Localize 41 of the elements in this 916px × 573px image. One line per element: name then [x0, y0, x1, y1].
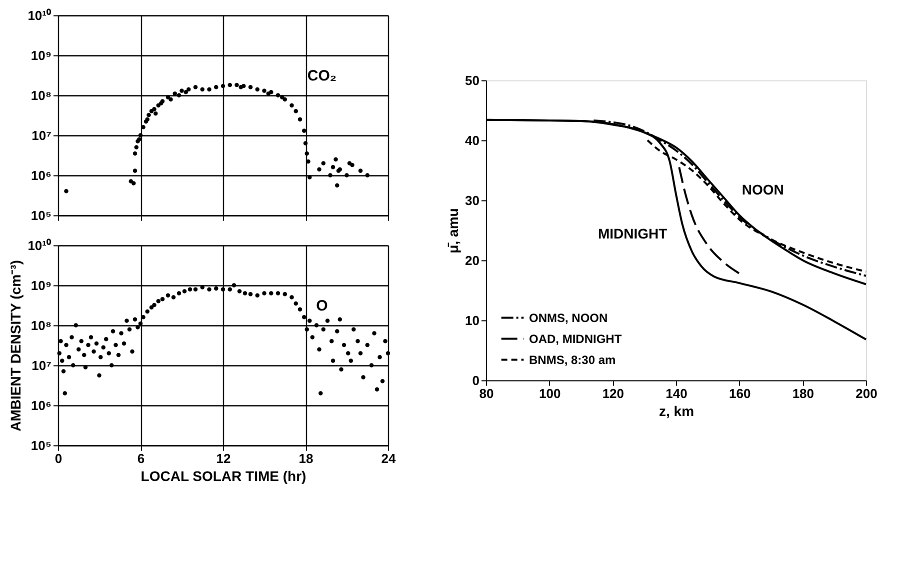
x-tick-label: 18 [298, 450, 314, 466]
x-tick-label: 100 [538, 386, 561, 401]
x-tick-label: 24 [381, 450, 396, 466]
y-tick-label: 10⁶ [31, 168, 52, 183]
y-tick-label: 10 [465, 312, 480, 328]
x-axis-title: LOCAL SOLAR TIME (hr) [140, 468, 306, 484]
x-tick-label: 160 [728, 386, 751, 401]
y-axis-title: AMBIENT DENSITY (cm⁻³) [8, 260, 24, 432]
annotation: O [316, 297, 328, 314]
y-tick-label: 10⁵ [30, 438, 52, 453]
y-tick-label: 10⁷ [32, 128, 52, 143]
legend-label: ONMS, NOON [529, 310, 608, 325]
y-tick-label: 50 [465, 72, 480, 88]
y-tick-label: 0 [472, 372, 480, 388]
y-tick-label: 10⁸ [30, 88, 52, 103]
y-tick-label: 10⁶ [31, 398, 52, 413]
y-tick-label: 10¹⁰ [28, 238, 52, 253]
x-tick-label: 120 [602, 386, 624, 401]
y-axis-title: μ̄, amu [445, 208, 462, 254]
x-tick-label: 0 [54, 450, 62, 466]
y-tick-label: 10⁹ [30, 278, 52, 293]
annotation: CO₂ [307, 67, 337, 84]
legend-label: OAD, MIDNIGHT [529, 332, 622, 346]
x-tick-label: 140 [666, 386, 688, 401]
annotation: NOON [742, 181, 784, 198]
y-tick-label: 10⁸ [30, 318, 52, 333]
y-tick-label: 20 [465, 252, 480, 268]
y-tick-label: 10¹⁰ [28, 8, 52, 23]
annotation: MIDNIGHT [598, 225, 668, 242]
y-tick-label: 10⁷ [32, 358, 52, 373]
x-axis-title: z, km [658, 402, 694, 419]
legend-label: BNMS, 8:30 am [529, 352, 616, 367]
y-tick-label: 10⁵ [30, 208, 52, 223]
x-tick-label: 80 [479, 386, 494, 401]
y-tick-label: 30 [465, 192, 480, 208]
x-tick-label: 12 [216, 450, 231, 466]
x-tick-label: 180 [792, 386, 814, 401]
x-tick-label: 200 [856, 386, 878, 401]
y-tick-label: 10⁹ [30, 48, 52, 63]
x-tick-label: 6 [137, 450, 145, 466]
y-tick-label: 40 [465, 132, 480, 148]
